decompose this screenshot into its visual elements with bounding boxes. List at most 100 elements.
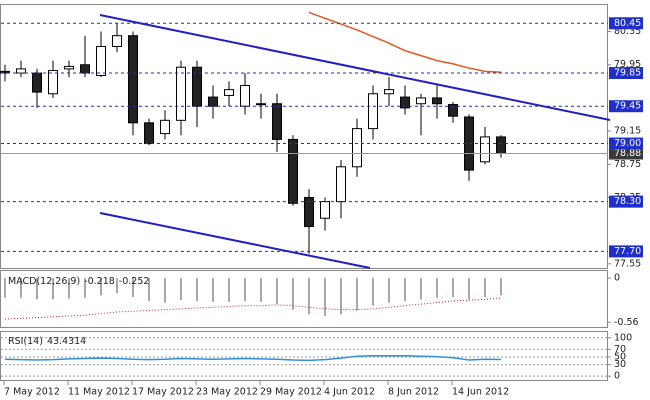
- macd-bar: [452, 278, 454, 298]
- x-tick-label: 7 May 2012: [4, 387, 60, 398]
- indicator-value: RSI(14): [8, 336, 43, 347]
- candle-body: [384, 89, 394, 95]
- macd-bar: [356, 278, 358, 311]
- indicator-value: -0.252: [119, 276, 150, 287]
- x-tick-label: 14 Jun 2012: [452, 387, 509, 398]
- x-tick-label: 23 May 2012: [196, 387, 258, 398]
- candle-body: [176, 66, 186, 121]
- macd-bar: [68, 278, 70, 299]
- trend-line: [99, 212, 371, 269]
- candle-body: [400, 96, 410, 109]
- y-tick-label: 78.75: [614, 159, 641, 170]
- moving-average: [308, 11, 502, 73]
- level-box: [609, 100, 643, 113]
- macd-bar: [132, 278, 134, 298]
- macd-bar: [84, 278, 86, 298]
- x-tick-label: 8 Jun 2012: [388, 387, 439, 398]
- indicator-label: RSI(14) 43.4314: [8, 336, 86, 347]
- candle-body: [272, 103, 282, 140]
- level-box: [609, 245, 643, 258]
- candle-body: [160, 119, 170, 135]
- candle-body: [320, 201, 330, 219]
- candle-body: [32, 72, 42, 93]
- last-price-box: [609, 147, 643, 160]
- macd-bar: [292, 278, 294, 310]
- indicator-value: -0.218: [84, 276, 115, 287]
- macd-bar: [116, 278, 118, 294]
- macd-bar: [20, 278, 22, 298]
- macd-bar: [276, 278, 278, 305]
- macd-bar: [500, 278, 502, 296]
- macd-bar: [180, 278, 182, 301]
- signal-line: [4, 297, 502, 320]
- indicator-value: MACD(12,26,9): [8, 276, 80, 287]
- y-tick-label: 30: [614, 359, 626, 370]
- y-tick-label: 79.15: [614, 126, 641, 137]
- candle-body: [368, 93, 378, 130]
- candle-body: [304, 196, 314, 228]
- candle-body: [48, 70, 58, 95]
- price-panel: [0, 4, 608, 269]
- macd-bar: [308, 278, 310, 315]
- level-label: 80.45: [614, 18, 641, 29]
- macd-bar: [228, 278, 230, 302]
- macd-bar: [244, 278, 246, 301]
- macd-bar: [484, 278, 486, 298]
- macd-bar: [196, 278, 198, 301]
- candle-body: [0, 70, 10, 74]
- y-tick-label: 79.95: [614, 59, 641, 70]
- level-box: [609, 137, 643, 150]
- candle-body: [224, 89, 234, 96]
- candle-body: [352, 128, 362, 168]
- candle-body: [208, 96, 218, 107]
- level-label: 79.85: [614, 68, 641, 79]
- candle-body: [496, 136, 506, 155]
- macd-bar: [260, 278, 262, 302]
- candle-body: [256, 103, 266, 106]
- candle-body: [240, 84, 250, 107]
- macd-bar: [436, 278, 438, 298]
- macd-bar: [148, 278, 150, 301]
- x-tick-label: 4 Jun 2012: [324, 387, 375, 398]
- candle-body: [64, 65, 74, 70]
- level-box: [609, 67, 643, 80]
- macd-bar: [4, 278, 6, 298]
- y-tick-label: 80.35: [614, 26, 641, 37]
- candle-body: [448, 104, 458, 117]
- macd-bar: [404, 278, 406, 301]
- level-label: 79.45: [614, 101, 641, 112]
- macd-bar: [100, 278, 102, 296]
- macd-bar: [212, 278, 214, 302]
- last-price-label: 78.88: [614, 148, 641, 159]
- candle-body: [432, 97, 442, 105]
- macd-bar: [372, 278, 374, 306]
- level-box: [609, 195, 643, 208]
- indicator-label: MACD(12,26,9) -0.218 -0.252: [8, 276, 149, 287]
- candle-body: [144, 122, 154, 145]
- candle-body: [128, 35, 138, 124]
- y-tick-label: -0.56: [614, 317, 639, 328]
- macd-panel: [0, 270, 608, 328]
- candle-body: [80, 64, 90, 74]
- indicator-value: 43.4314: [47, 336, 86, 347]
- y-tick-label: 0: [614, 273, 620, 284]
- level-label: 78.30: [614, 196, 641, 207]
- macd-bar: [164, 278, 166, 303]
- candle-body: [112, 35, 122, 47]
- candle-body: [192, 66, 202, 107]
- x-tick-label: 29 May 2012: [260, 387, 322, 398]
- rsi-panel: [0, 331, 608, 381]
- candle-body: [96, 45, 106, 77]
- y-tick-label: 77.55: [614, 258, 641, 269]
- y-tick-label: 0: [614, 371, 620, 382]
- macd-bar: [420, 278, 422, 300]
- candle-body: [336, 166, 346, 203]
- level-label: 77.70: [614, 246, 641, 257]
- level-label: 79.00: [614, 138, 641, 149]
- candle-body: [480, 136, 490, 163]
- macd-bar: [340, 278, 342, 315]
- macd-bar: [52, 278, 54, 300]
- x-tick-label: 11 May 2012: [68, 387, 130, 398]
- macd-bar: [388, 278, 390, 303]
- y-tick-label: 100: [614, 332, 632, 343]
